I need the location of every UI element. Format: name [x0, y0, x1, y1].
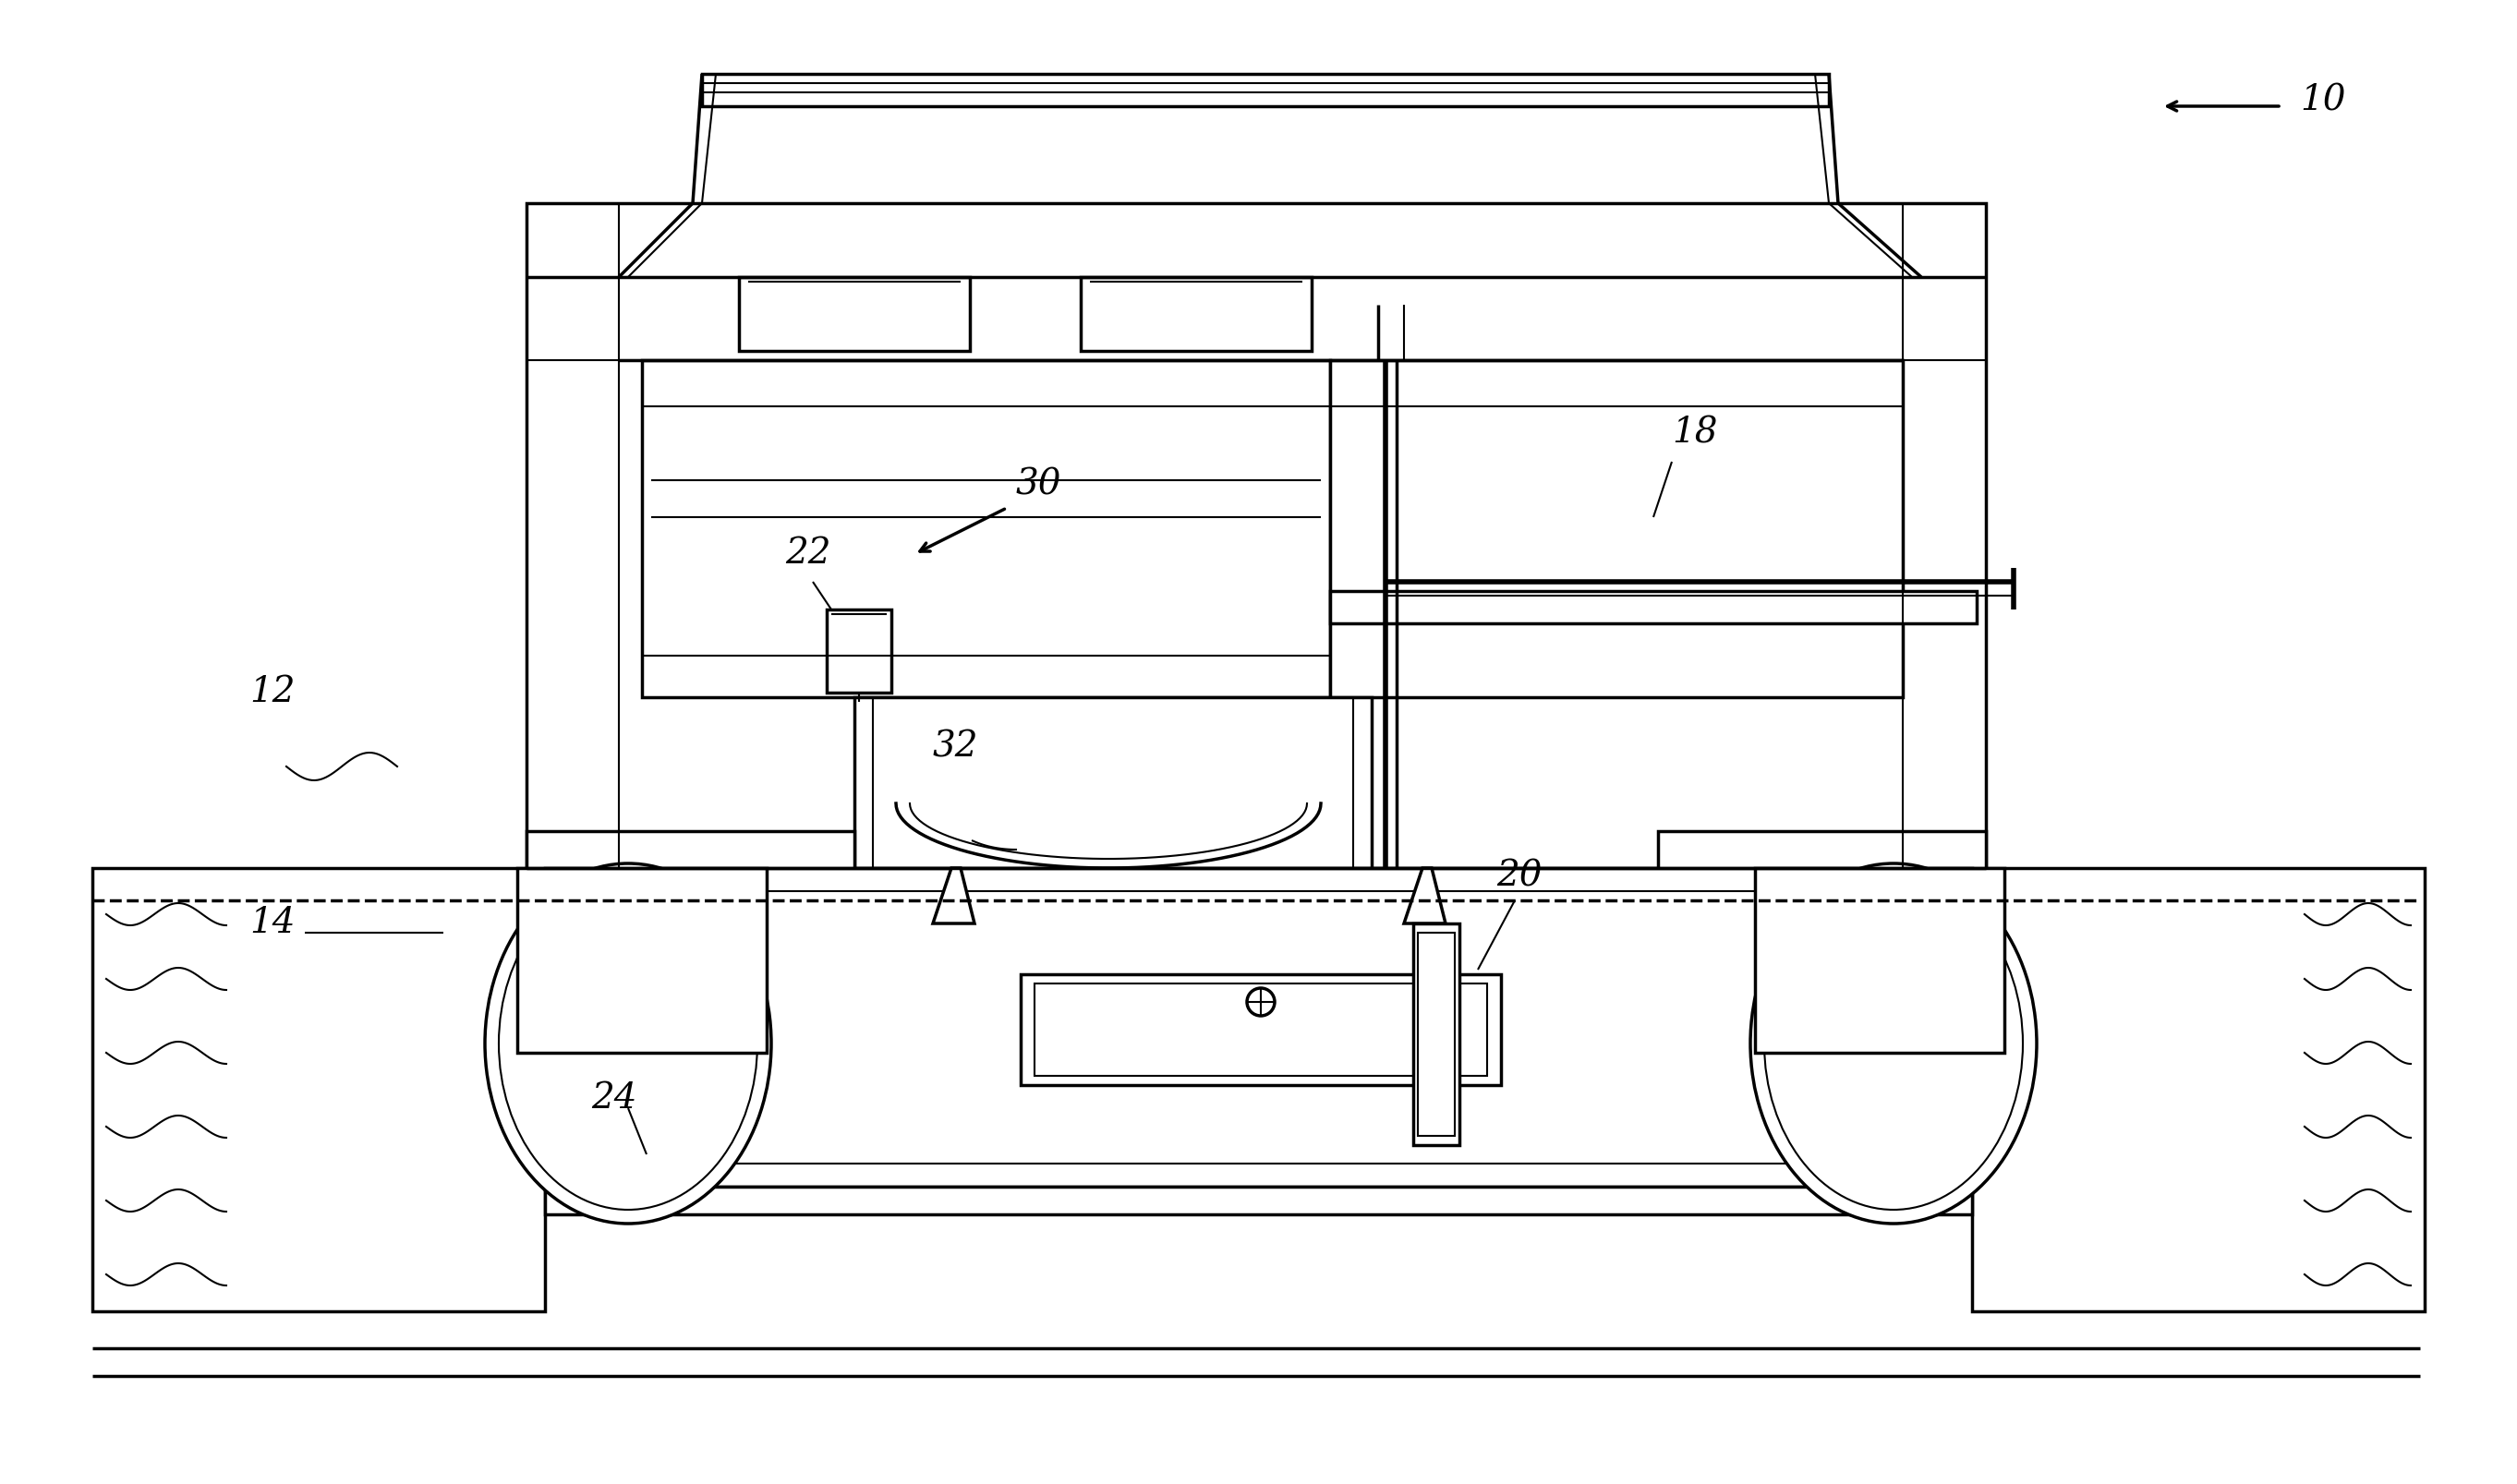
Bar — [1034, 984, 1488, 1076]
Bar — [93, 868, 546, 1312]
Text: 32: 32 — [934, 730, 979, 764]
Ellipse shape — [1764, 877, 2024, 1209]
Bar — [1412, 923, 1460, 1146]
Bar — [526, 831, 853, 881]
Polygon shape — [934, 868, 974, 923]
Bar — [1659, 831, 1986, 881]
Ellipse shape — [1749, 864, 2036, 1224]
Bar — [569, 890, 1948, 1163]
Text: 14: 14 — [249, 905, 294, 939]
Text: 12: 12 — [249, 675, 294, 709]
Text: 22: 22 — [785, 537, 831, 571]
Bar — [526, 203, 1986, 868]
Bar — [1417, 933, 1455, 1135]
Bar — [853, 697, 1372, 868]
Ellipse shape — [498, 877, 758, 1209]
Bar — [546, 1187, 1971, 1214]
Bar — [826, 610, 891, 693]
Bar — [702, 74, 1830, 107]
Ellipse shape — [486, 864, 770, 1224]
Bar — [519, 868, 768, 1052]
Bar — [546, 868, 1971, 1187]
Circle shape — [1246, 988, 1274, 1017]
Text: 20: 20 — [1495, 859, 1543, 893]
Bar — [1329, 361, 1903, 697]
Bar — [642, 361, 1329, 697]
Text: 10: 10 — [2301, 85, 2346, 119]
Bar — [1080, 278, 1311, 350]
Bar — [1329, 591, 1976, 623]
Text: 24: 24 — [591, 1082, 637, 1116]
Text: 30: 30 — [1017, 467, 1062, 502]
Bar — [1971, 868, 2424, 1312]
Polygon shape — [1404, 868, 1445, 923]
Bar — [1022, 975, 1500, 1085]
Bar — [740, 278, 969, 350]
Text: 18: 18 — [1671, 417, 1717, 451]
Bar — [1754, 868, 2004, 1052]
